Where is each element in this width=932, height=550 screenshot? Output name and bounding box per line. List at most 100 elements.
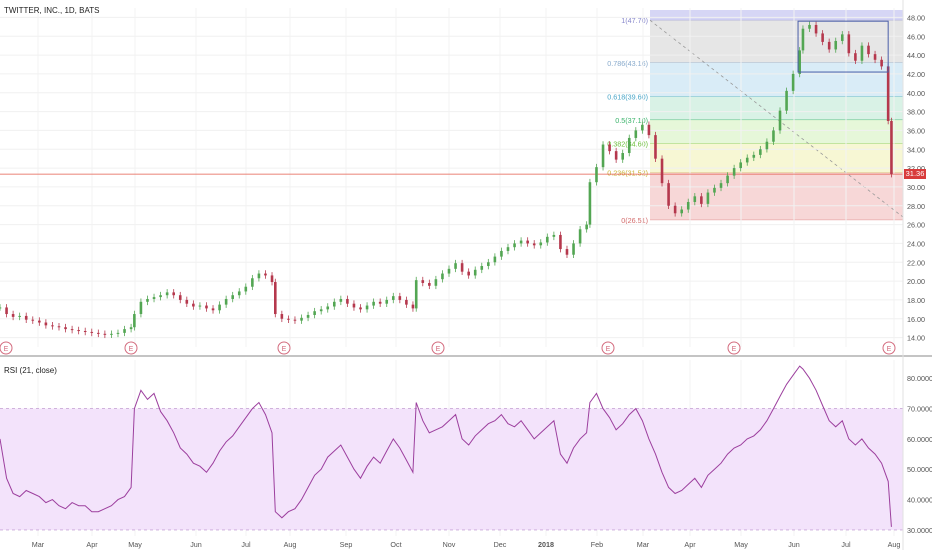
candle-body bbox=[840, 34, 844, 41]
price-tick-label: 24.00 bbox=[907, 239, 925, 248]
time-tick-label: Aug bbox=[888, 540, 901, 549]
candle-body bbox=[785, 90, 788, 111]
price-candles bbox=[0, 21, 893, 339]
candle-body bbox=[129, 327, 133, 330]
candle-body bbox=[391, 296, 395, 300]
candle-body bbox=[847, 34, 851, 54]
candle-body bbox=[421, 280, 425, 283]
candle-body bbox=[614, 151, 618, 160]
candle-body bbox=[31, 319, 35, 321]
earnings-marker bbox=[277, 341, 291, 355]
time-tick-label: Jun bbox=[190, 540, 202, 549]
rsi-tick-label: 40.0000 bbox=[907, 496, 932, 505]
candle-body bbox=[70, 329, 74, 331]
candle-body bbox=[326, 306, 330, 310]
candle-body bbox=[300, 317, 303, 321]
candle-body bbox=[251, 278, 254, 287]
fib-zone bbox=[650, 10, 903, 21]
candle-body bbox=[500, 250, 503, 257]
candle-body bbox=[778, 110, 782, 131]
price-tick-label: 20.00 bbox=[907, 277, 925, 286]
candle-body bbox=[38, 320, 41, 323]
fibonacci-zones: 1(47.70) 0.786(43.16) 0.618(39.60) 0.5(37.1… bbox=[607, 10, 904, 225]
candle-body bbox=[398, 296, 402, 300]
time-tick-label: May bbox=[128, 540, 142, 549]
candle-body bbox=[801, 28, 805, 51]
candle-body bbox=[621, 153, 625, 160]
candle-body bbox=[434, 279, 438, 286]
candle-body bbox=[287, 318, 290, 320]
candle-body bbox=[588, 182, 592, 225]
candle-body bbox=[880, 59, 883, 67]
candle-body bbox=[860, 45, 864, 61]
earnings-label: E bbox=[732, 346, 737, 353]
candle-body bbox=[185, 299, 189, 304]
candle-body bbox=[546, 236, 549, 243]
candle-body bbox=[539, 242, 543, 246]
fib-label: 1(47.70) bbox=[621, 16, 648, 25]
candle-body bbox=[18, 315, 21, 317]
rsi-panel bbox=[0, 365, 903, 531]
candle-body bbox=[159, 295, 162, 298]
candle-body bbox=[890, 121, 893, 175]
price-tick-label: 42.00 bbox=[907, 70, 925, 79]
candle-body bbox=[152, 297, 156, 299]
candle-body bbox=[814, 24, 818, 34]
candle-body bbox=[565, 249, 569, 255]
candle-body bbox=[44, 322, 48, 326]
candle-body bbox=[123, 329, 126, 333]
candle-body bbox=[578, 229, 582, 244]
candle-body bbox=[414, 280, 418, 309]
candle-body bbox=[103, 333, 107, 335]
time-tick-label: Mar bbox=[32, 540, 45, 549]
earnings-label: E bbox=[4, 346, 9, 353]
candle-body bbox=[447, 268, 451, 274]
candle-body bbox=[654, 135, 657, 159]
candle-body bbox=[313, 311, 316, 315]
fib-label: 0(26.51) bbox=[621, 216, 648, 225]
candle-body bbox=[732, 168, 736, 176]
candle-body bbox=[205, 305, 208, 309]
candle-body bbox=[77, 330, 80, 332]
candle-body bbox=[64, 327, 67, 330]
candle-body bbox=[759, 149, 762, 155]
candle-body bbox=[264, 273, 267, 276]
price-tick-label: 22.00 bbox=[907, 258, 925, 267]
candle-body bbox=[257, 273, 261, 279]
time-tick-label: Apr bbox=[86, 540, 98, 549]
chart-title: TWITTER, INC., 1D, BATS bbox=[4, 6, 100, 15]
fib-zone bbox=[650, 172, 903, 220]
time-tick-label: 2018 bbox=[538, 540, 554, 549]
candle-body bbox=[487, 262, 490, 267]
candle-body bbox=[90, 331, 94, 333]
candle-body bbox=[319, 309, 323, 312]
candle-body bbox=[178, 295, 182, 300]
candle-body bbox=[700, 196, 703, 204]
candle-body bbox=[306, 314, 310, 318]
candle-body bbox=[726, 175, 729, 184]
candle-body bbox=[559, 234, 562, 250]
candle-body bbox=[372, 301, 375, 306]
candle-body bbox=[601, 144, 605, 168]
earnings-label: E bbox=[887, 346, 892, 353]
rsi-title: RSI (21, close) bbox=[4, 366, 57, 375]
fib-box bbox=[797, 20, 889, 73]
candle-body bbox=[532, 243, 536, 246]
price-tick-label: 28.00 bbox=[907, 202, 925, 211]
candle-body bbox=[428, 282, 431, 286]
candle-body bbox=[791, 73, 795, 91]
candle-body bbox=[405, 299, 408, 305]
candle-body bbox=[595, 167, 598, 183]
candle-body bbox=[332, 301, 336, 307]
candle-body bbox=[765, 141, 769, 150]
candle-body bbox=[667, 183, 670, 206]
price-tick-label: 14.00 bbox=[907, 334, 925, 343]
rsi-tick-label: 50.0000 bbox=[907, 465, 932, 474]
candle-body bbox=[627, 137, 631, 154]
candle-body bbox=[808, 24, 811, 29]
price-tick-label: 40.00 bbox=[907, 89, 925, 98]
price-tick-label: 18.00 bbox=[907, 296, 925, 305]
candle-body bbox=[116, 332, 120, 334]
candle-body bbox=[352, 303, 356, 308]
